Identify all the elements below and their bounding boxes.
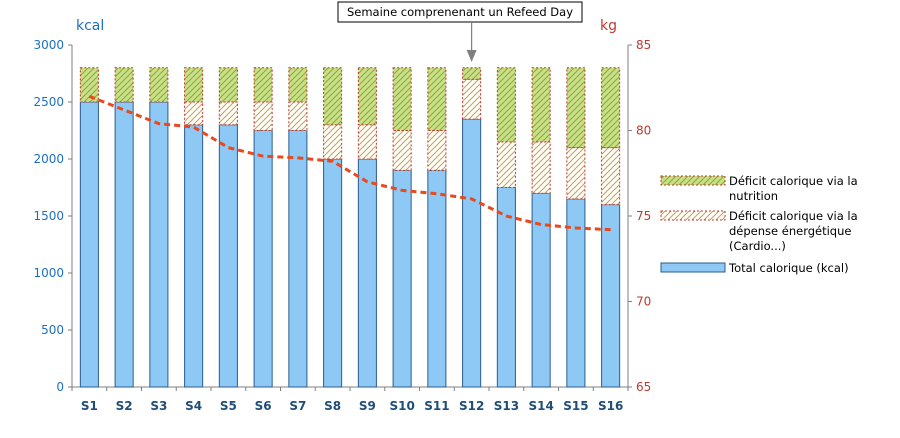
bar-cardio-S6 <box>253 101 273 131</box>
x-tick-label-S13: S13 <box>494 399 519 413</box>
x-tick-label-S2: S2 <box>116 399 133 413</box>
bar-total-S6 <box>253 130 273 388</box>
weight-line <box>88 94 611 232</box>
legend-swatch-2 <box>660 262 726 273</box>
annotation: Semaine comprenenant un Refeed Day <box>337 1 583 62</box>
bar-cardio-S10 <box>392 130 412 171</box>
bar-cardio-S11 <box>427 130 447 171</box>
bar-cardio-S8 <box>323 124 343 160</box>
right-tick-label: 80 <box>636 124 651 138</box>
bar-nutrition-S3 <box>149 67 169 103</box>
legend: Déficit calorique via lanutritionDéficit… <box>660 174 858 275</box>
x-tick-labels: S1 S2 S3 S4 S5 S6 S7 S8 S9 S10 S11 S12 S13 S14 S15 S16 <box>71 387 629 413</box>
bar-nutrition-S1 <box>79 67 99 103</box>
x-tick-label-S1: S1 <box>81 399 98 413</box>
x-tick-label-S3: S3 <box>150 399 167 413</box>
bar-nutrition-S2 <box>114 67 134 103</box>
legend-label-1-2: (Cardio...) <box>729 239 786 253</box>
x-tick-label-S9: S9 <box>359 399 376 413</box>
bar-total-S2 <box>114 101 134 388</box>
bar-nutrition-S16 <box>601 67 621 149</box>
bar-cardio-S15 <box>566 147 586 200</box>
bar-nutrition-S12 <box>462 67 482 80</box>
bar-total-S5 <box>218 124 238 388</box>
bar-total-S10 <box>392 169 412 388</box>
x-tick-label-S10: S10 <box>389 399 414 413</box>
bar-cardio-S9 <box>357 124 377 160</box>
left-tick-label: 0 <box>56 380 64 394</box>
bar-cardio-S5 <box>218 101 238 126</box>
bar-total-S7 <box>288 130 308 388</box>
right-tick-label: 85 <box>636 38 651 52</box>
bar-cardio-S4 <box>184 101 204 126</box>
bar-nutrition-S4 <box>184 67 204 103</box>
bar-cardio-S7 <box>288 101 308 131</box>
bar-total-S3 <box>149 101 169 388</box>
x-tick-label-S12: S12 <box>459 399 484 413</box>
legend-label-1-1: dépense énergétique <box>729 224 851 238</box>
annotation-box <box>337 1 583 23</box>
left-tick-label: 2500 <box>33 95 64 109</box>
bar-nutrition-S14 <box>531 67 551 143</box>
bar-nutrition-S10 <box>392 67 412 132</box>
bar-cardio-S12 <box>462 78 482 120</box>
bar-nutrition-S13 <box>496 67 516 143</box>
x-tick-label-S14: S14 <box>528 399 553 413</box>
right-tick-label: 75 <box>636 209 651 223</box>
bar-nutrition-S8 <box>323 67 343 126</box>
x-tick-label-S6: S6 <box>255 399 272 413</box>
bar-total-S11 <box>427 169 447 388</box>
bars <box>79 67 621 388</box>
bar-total-S4 <box>184 124 204 388</box>
annotation-text: Semaine comprenenant un Refeed Day <box>347 5 573 19</box>
bar-nutrition-S15 <box>566 67 586 149</box>
right-tick-label: 65 <box>636 380 651 394</box>
bar-cardio-S16 <box>601 147 621 206</box>
left-axis-unit: kcal <box>76 18 104 34</box>
annotation-arrowhead <box>466 50 477 62</box>
bar-total-S16 <box>601 204 621 388</box>
bar-total-S14 <box>531 192 551 388</box>
x-tick-label-S16: S16 <box>598 399 623 413</box>
bar-total-S8 <box>323 158 343 388</box>
bar-total-S12 <box>462 118 482 388</box>
x-tick-label-S7: S7 <box>289 399 306 413</box>
x-tick-label-S15: S15 <box>563 399 588 413</box>
legend-label-0-1: nutrition <box>729 189 778 203</box>
legend-label-0-0: Déficit calorique via la <box>729 174 858 188</box>
legend-swatch-0 <box>660 175 726 186</box>
right-axis-unit: kg <box>600 18 617 34</box>
left-tick-label: 500 <box>41 323 64 337</box>
bar-total-S1 <box>79 101 99 388</box>
x-tick-label-S4: S4 <box>185 399 202 413</box>
legend-swatch-1 <box>660 210 726 221</box>
bar-cardio-S13 <box>496 141 516 188</box>
bar-nutrition-S5 <box>218 67 238 103</box>
legend-label-1-0: Déficit calorique via la <box>729 209 858 223</box>
left-tick-label: 2000 <box>33 152 64 166</box>
bar-nutrition-S6 <box>253 67 273 103</box>
left-tick-label: 3000 <box>33 38 64 52</box>
bar-cardio-S14 <box>531 141 551 194</box>
bar-nutrition-S11 <box>427 67 447 132</box>
x-tick-label-S5: S5 <box>220 399 237 413</box>
bar-nutrition-S7 <box>288 67 308 103</box>
right-tick-label: 70 <box>636 295 651 309</box>
weight-series-line <box>88 94 611 232</box>
left-tick-label: 1000 <box>33 266 64 280</box>
left-tick-label: 1500 <box>33 209 64 223</box>
legend-label-2-0: Total calorique (kcal) <box>728 261 849 275</box>
bar-total-S9 <box>357 158 377 388</box>
x-tick-label-S8: S8 <box>324 399 341 413</box>
x-tick-label-S11: S11 <box>424 399 449 413</box>
bar-nutrition-S9 <box>357 67 377 126</box>
